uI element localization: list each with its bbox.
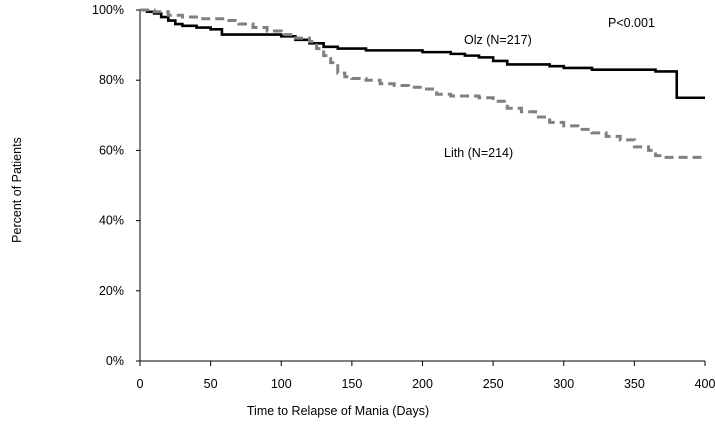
axes — [136, 9, 706, 366]
x-tick-label: 50 — [204, 377, 218, 391]
y-tick-label: 80% — [99, 73, 124, 87]
x-tick-label: 250 — [483, 377, 504, 391]
y-tick-label: 0% — [106, 354, 124, 368]
y-tick-label: 20% — [99, 284, 124, 298]
series-line-0 — [140, 8, 705, 100]
x-tick-label: 200 — [412, 377, 433, 391]
p-value-annotation: P<0.001 — [608, 16, 655, 30]
series-label-olz: Olz (N=217) — [464, 33, 532, 47]
y-tick-label: 40% — [99, 214, 124, 228]
x-tick-label: 0 — [137, 377, 144, 391]
x-tick-label: 150 — [341, 377, 362, 391]
x-tick-label: 400 — [695, 377, 715, 391]
x-tick-label: 300 — [553, 377, 574, 391]
series-label-lith: Lith (N=214) — [444, 146, 513, 160]
series-layer — [140, 8, 705, 159]
labels-layer: 0% 20% 40% 60% 80% 100% 0 50 100 150 200 250 300 350 4… — [92, 3, 715, 391]
x-tick-label: 350 — [624, 377, 645, 391]
y-tick-label: 60% — [99, 143, 124, 157]
y-tick-label: 100% — [92, 3, 124, 17]
x-axis-title: Time to Relapse of Mania (Days) — [247, 404, 429, 418]
series-line-1 — [140, 8, 705, 159]
x-tick-label: 100 — [271, 377, 292, 391]
y-axis-title: Percent of Patients — [10, 137, 24, 243]
